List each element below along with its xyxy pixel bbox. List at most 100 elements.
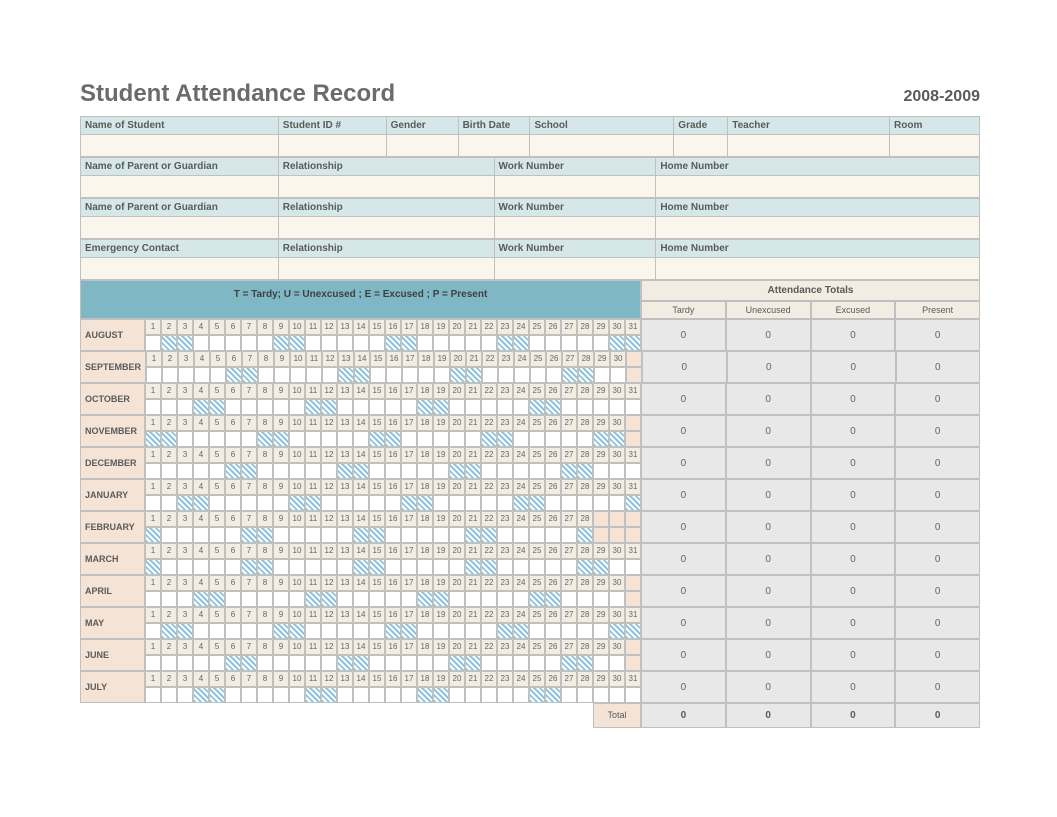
- day-attendance-cell[interactable]: [305, 655, 321, 671]
- day-attendance-cell[interactable]: [609, 399, 625, 415]
- day-attendance-cell[interactable]: [209, 495, 225, 511]
- day-attendance-cell[interactable]: [577, 495, 593, 511]
- day-attendance-cell[interactable]: [225, 335, 241, 351]
- day-attendance-cell[interactable]: [529, 431, 545, 447]
- day-attendance-cell[interactable]: [257, 463, 273, 479]
- day-attendance-cell[interactable]: [417, 559, 433, 575]
- day-attendance-cell[interactable]: [257, 399, 273, 415]
- day-attendance-cell[interactable]: [481, 687, 497, 703]
- day-attendance-cell[interactable]: [369, 399, 385, 415]
- day-attendance-cell[interactable]: [305, 559, 321, 575]
- day-attendance-cell[interactable]: [225, 559, 241, 575]
- day-attendance-cell[interactable]: [609, 463, 625, 479]
- day-attendance-cell[interactable]: [322, 367, 338, 383]
- day-attendance-cell[interactable]: [609, 655, 625, 671]
- day-attendance-cell[interactable]: [545, 335, 561, 351]
- day-attendance-cell[interactable]: [273, 463, 289, 479]
- info-value-cell[interactable]: [656, 258, 980, 280]
- day-attendance-cell[interactable]: [225, 495, 241, 511]
- info-value-cell[interactable]: [674, 135, 728, 157]
- day-attendance-cell[interactable]: [209, 623, 225, 639]
- day-attendance-cell[interactable]: [417, 527, 433, 543]
- day-attendance-cell[interactable]: [385, 399, 401, 415]
- day-attendance-cell[interactable]: [369, 655, 385, 671]
- day-attendance-cell[interactable]: [353, 623, 369, 639]
- day-attendance-cell[interactable]: [177, 399, 193, 415]
- day-attendance-cell[interactable]: [594, 367, 610, 383]
- day-attendance-cell[interactable]: [401, 463, 417, 479]
- day-attendance-cell[interactable]: [258, 367, 274, 383]
- day-attendance-cell[interactable]: [465, 399, 481, 415]
- day-attendance-cell[interactable]: [625, 687, 641, 703]
- info-value-cell[interactable]: [278, 258, 494, 280]
- day-attendance-cell[interactable]: [225, 591, 241, 607]
- day-attendance-cell[interactable]: [449, 399, 465, 415]
- day-attendance-cell[interactable]: [193, 527, 209, 543]
- day-attendance-cell[interactable]: [530, 367, 546, 383]
- day-attendance-cell[interactable]: [353, 399, 369, 415]
- day-attendance-cell[interactable]: [401, 431, 417, 447]
- day-attendance-cell[interactable]: [625, 463, 641, 479]
- day-attendance-cell[interactable]: [545, 527, 561, 543]
- day-attendance-cell[interactable]: [561, 495, 577, 511]
- day-attendance-cell[interactable]: [577, 591, 593, 607]
- day-attendance-cell[interactable]: [561, 591, 577, 607]
- day-attendance-cell[interactable]: [257, 591, 273, 607]
- day-attendance-cell[interactable]: [449, 495, 465, 511]
- day-attendance-cell[interactable]: [545, 463, 561, 479]
- day-attendance-cell[interactable]: [257, 655, 273, 671]
- day-attendance-cell[interactable]: [593, 399, 609, 415]
- day-attendance-cell[interactable]: [241, 623, 257, 639]
- day-attendance-cell[interactable]: [209, 527, 225, 543]
- day-attendance-cell[interactable]: [225, 431, 241, 447]
- day-attendance-cell[interactable]: [321, 495, 337, 511]
- day-attendance-cell[interactable]: [369, 495, 385, 511]
- day-attendance-cell[interactable]: [321, 335, 337, 351]
- day-attendance-cell[interactable]: [369, 623, 385, 639]
- info-value-cell[interactable]: [386, 135, 458, 157]
- day-attendance-cell[interactable]: [337, 623, 353, 639]
- day-attendance-cell[interactable]: [498, 367, 514, 383]
- day-attendance-cell[interactable]: [561, 687, 577, 703]
- day-attendance-cell[interactable]: [401, 591, 417, 607]
- day-attendance-cell[interactable]: [290, 367, 306, 383]
- info-value-cell[interactable]: [278, 217, 494, 239]
- info-value-cell[interactable]: [494, 258, 656, 280]
- day-attendance-cell[interactable]: [321, 655, 337, 671]
- day-attendance-cell[interactable]: [177, 463, 193, 479]
- day-attendance-cell[interactable]: [337, 399, 353, 415]
- day-attendance-cell[interactable]: [257, 495, 273, 511]
- day-attendance-cell[interactable]: [481, 623, 497, 639]
- day-attendance-cell[interactable]: [593, 687, 609, 703]
- day-attendance-cell[interactable]: [289, 463, 305, 479]
- day-attendance-cell[interactable]: [529, 463, 545, 479]
- day-attendance-cell[interactable]: [289, 687, 305, 703]
- day-attendance-cell[interactable]: [241, 399, 257, 415]
- day-attendance-cell[interactable]: [161, 687, 177, 703]
- day-attendance-cell[interactable]: [289, 431, 305, 447]
- info-value-cell[interactable]: [81, 258, 279, 280]
- day-attendance-cell[interactable]: [289, 399, 305, 415]
- day-attendance-cell[interactable]: [593, 655, 609, 671]
- day-attendance-cell[interactable]: [465, 687, 481, 703]
- day-attendance-cell[interactable]: [241, 431, 257, 447]
- day-attendance-cell[interactable]: [193, 431, 209, 447]
- day-attendance-cell[interactable]: [577, 431, 593, 447]
- day-attendance-cell[interactable]: [353, 431, 369, 447]
- day-attendance-cell[interactable]: [337, 687, 353, 703]
- day-attendance-cell[interactable]: [194, 367, 210, 383]
- info-value-cell[interactable]: [81, 135, 279, 157]
- day-attendance-cell[interactable]: [321, 623, 337, 639]
- day-attendance-cell[interactable]: [529, 655, 545, 671]
- day-attendance-cell[interactable]: [210, 367, 226, 383]
- day-attendance-cell[interactable]: [449, 559, 465, 575]
- day-attendance-cell[interactable]: [145, 655, 161, 671]
- day-attendance-cell[interactable]: [321, 527, 337, 543]
- day-attendance-cell[interactable]: [353, 591, 369, 607]
- day-attendance-cell[interactable]: [337, 431, 353, 447]
- day-attendance-cell[interactable]: [401, 399, 417, 415]
- day-attendance-cell[interactable]: [209, 335, 225, 351]
- info-value-cell[interactable]: [81, 217, 279, 239]
- day-attendance-cell[interactable]: [161, 399, 177, 415]
- day-attendance-cell[interactable]: [225, 399, 241, 415]
